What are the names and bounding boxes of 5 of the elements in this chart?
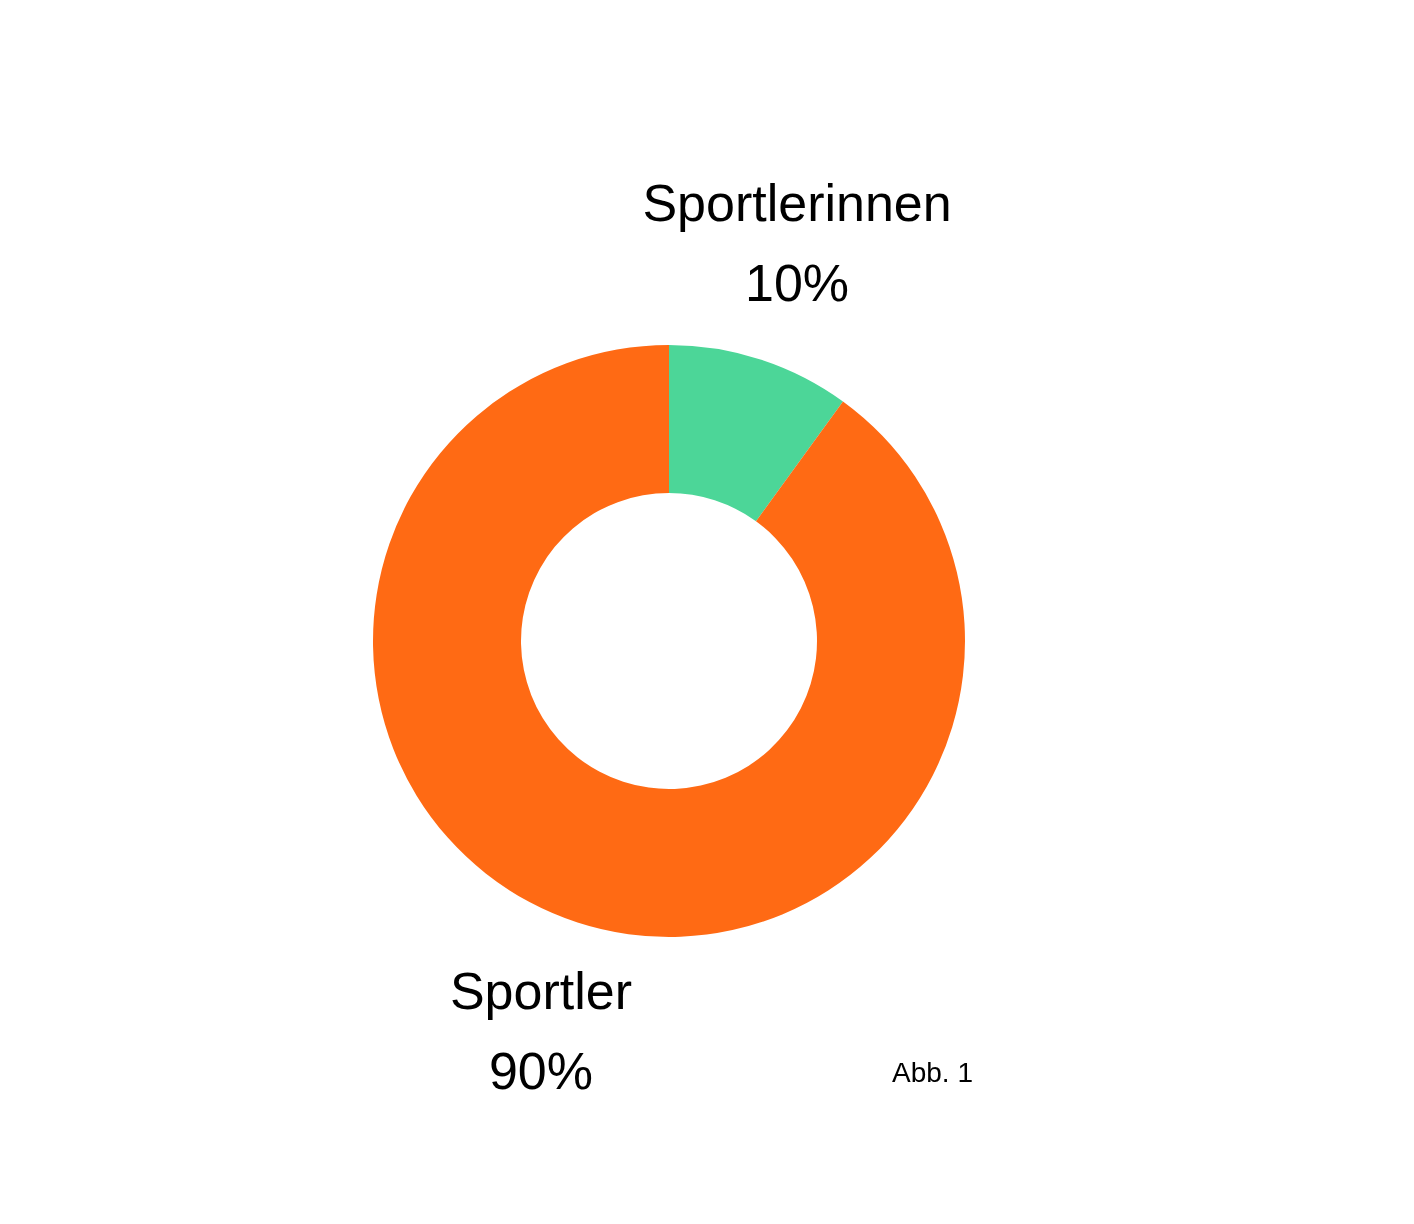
slice-label: Sportler — [449, 962, 632, 1021]
data-label: 90% — [488, 1042, 593, 1101]
slice-label: Sportlerinnen — [642, 174, 952, 233]
caption: Abb. 1 — [892, 1056, 973, 1088]
data-label: 10% — [745, 254, 850, 313]
